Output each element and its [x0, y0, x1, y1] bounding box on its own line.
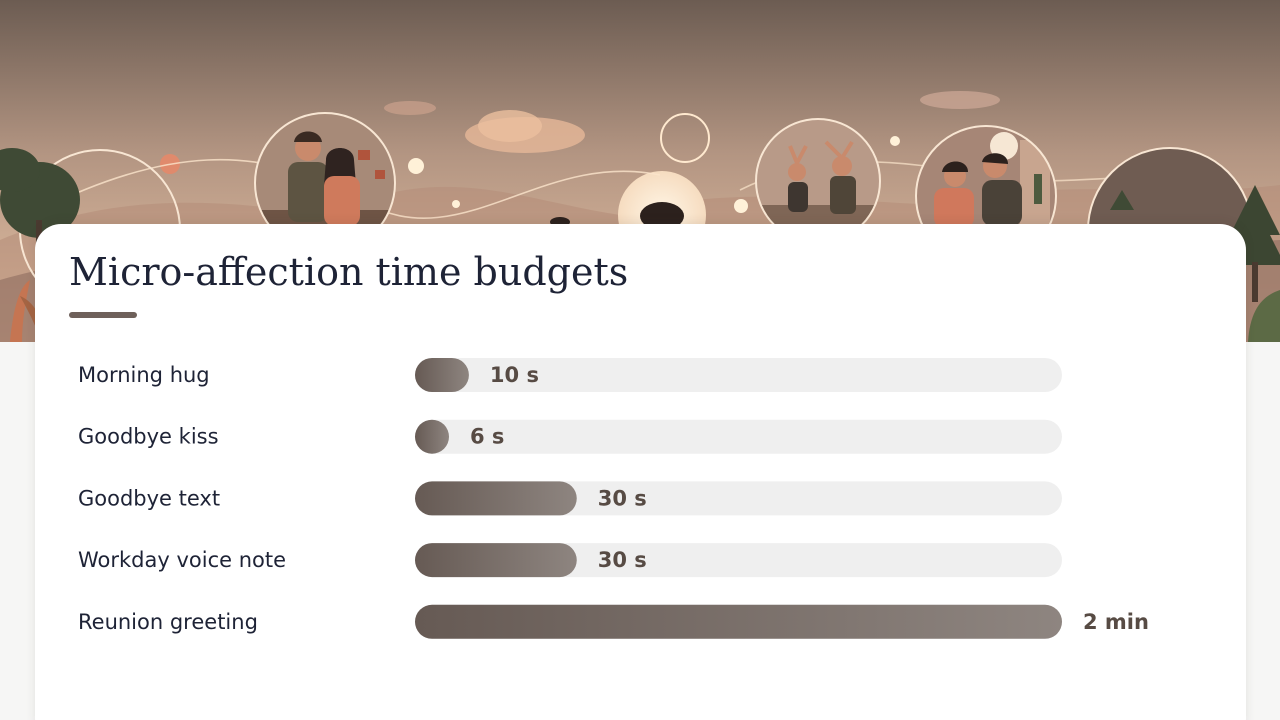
bar-track — [415, 358, 1062, 392]
bar-track — [415, 543, 1062, 578]
category-label: Workday voice note — [78, 548, 286, 572]
value-label: 30 s — [598, 548, 647, 572]
value-label: 6 s — [470, 425, 504, 449]
category-label: Goodbye text — [78, 486, 220, 510]
bar-track — [415, 481, 1062, 516]
value-label: 10 s — [490, 363, 539, 387]
chart-card: Micro-affection time budgets Morning hug… — [35, 224, 1246, 720]
value-label: 30 s — [598, 486, 647, 510]
bar — [415, 419, 449, 454]
category-label: Goodbye kiss — [78, 425, 219, 449]
value-label: 2 min — [1083, 610, 1149, 634]
bar — [415, 543, 577, 578]
chart-title: Micro-affection time budgets — [69, 250, 629, 294]
bar — [415, 358, 469, 392]
title-underline — [69, 312, 137, 318]
bar — [415, 604, 1062, 639]
category-label: Reunion greeting — [78, 610, 258, 634]
bar-track — [415, 419, 1062, 454]
bar — [415, 481, 577, 516]
bar-chart: Morning hug 10 s Goodbye kiss 6 s Goodbye te… — [78, 358, 1149, 639]
category-label: Morning hug — [78, 363, 210, 387]
